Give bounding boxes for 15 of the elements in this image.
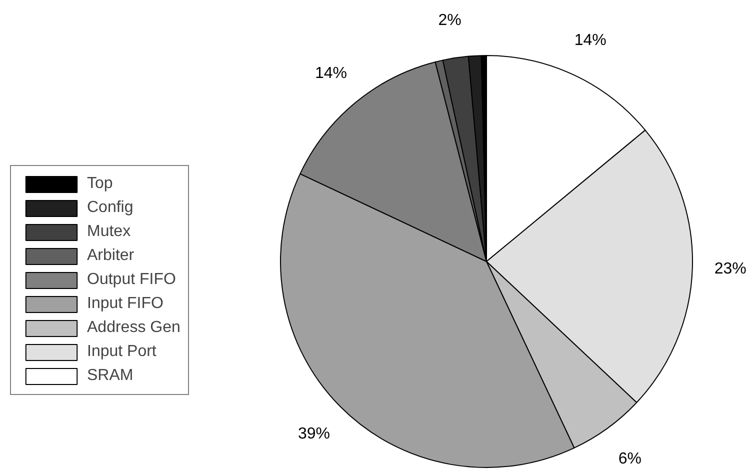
legend-label: Config bbox=[87, 198, 134, 218]
legend-label: Address Gen bbox=[87, 318, 180, 338]
data-label: 2% bbox=[438, 12, 462, 29]
legend-label: Input Port bbox=[87, 342, 156, 362]
legend-label: Mutex bbox=[87, 222, 131, 242]
data-label: 6% bbox=[618, 450, 642, 468]
legend-label: Input FIFO bbox=[87, 294, 164, 314]
data-label: 23% bbox=[714, 260, 746, 278]
legend-label: Output FIFO bbox=[87, 270, 176, 290]
legend-label: Arbiter bbox=[87, 246, 134, 266]
data-label: 14% bbox=[314, 64, 347, 82]
data-label: 14% bbox=[574, 32, 606, 50]
data-label: 39% bbox=[298, 426, 330, 443]
legend-label: SRAM bbox=[87, 366, 134, 386]
legend-label: Top bbox=[87, 174, 113, 194]
